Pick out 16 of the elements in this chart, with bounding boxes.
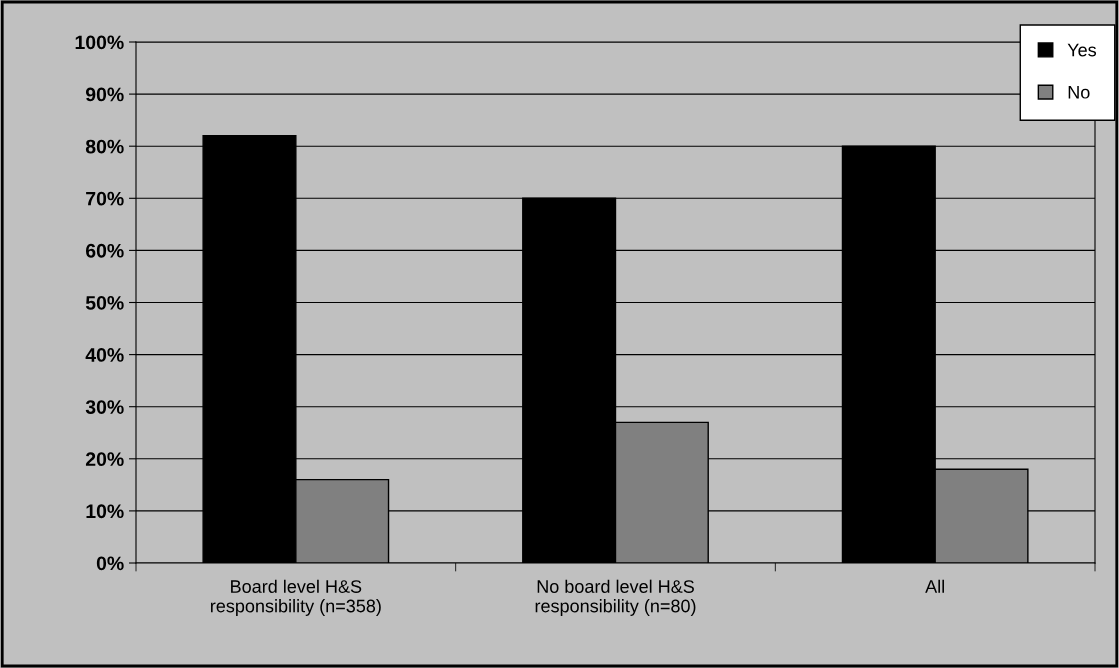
y-tick-label: 30% bbox=[85, 400, 124, 414]
legend-label: No bbox=[1068, 86, 1090, 99]
y-tick-label: 10% bbox=[86, 504, 124, 519]
x-tick-label: No board level H&S responsibility (n=80) bbox=[535, 579, 696, 616]
x-tick-label: Board level H&S responsibility (n=358) bbox=[210, 579, 381, 616]
y-tick-label: 0% bbox=[96, 556, 124, 571]
y-tick-label: 80% bbox=[85, 139, 124, 154]
y-tick-label: 60% bbox=[85, 243, 124, 258]
legend-label: Yes bbox=[1067, 43, 1097, 57]
y-tick-label: 40% bbox=[85, 348, 124, 362]
y-tick-label: 100% bbox=[75, 35, 124, 50]
y-tick-label: 70% bbox=[86, 191, 124, 206]
y-tick-label: 90% bbox=[85, 87, 124, 102]
x-tick-label: All bbox=[925, 579, 944, 593]
y-tick-label: 50% bbox=[85, 295, 124, 310]
y-tick-label: 20% bbox=[85, 452, 124, 467]
